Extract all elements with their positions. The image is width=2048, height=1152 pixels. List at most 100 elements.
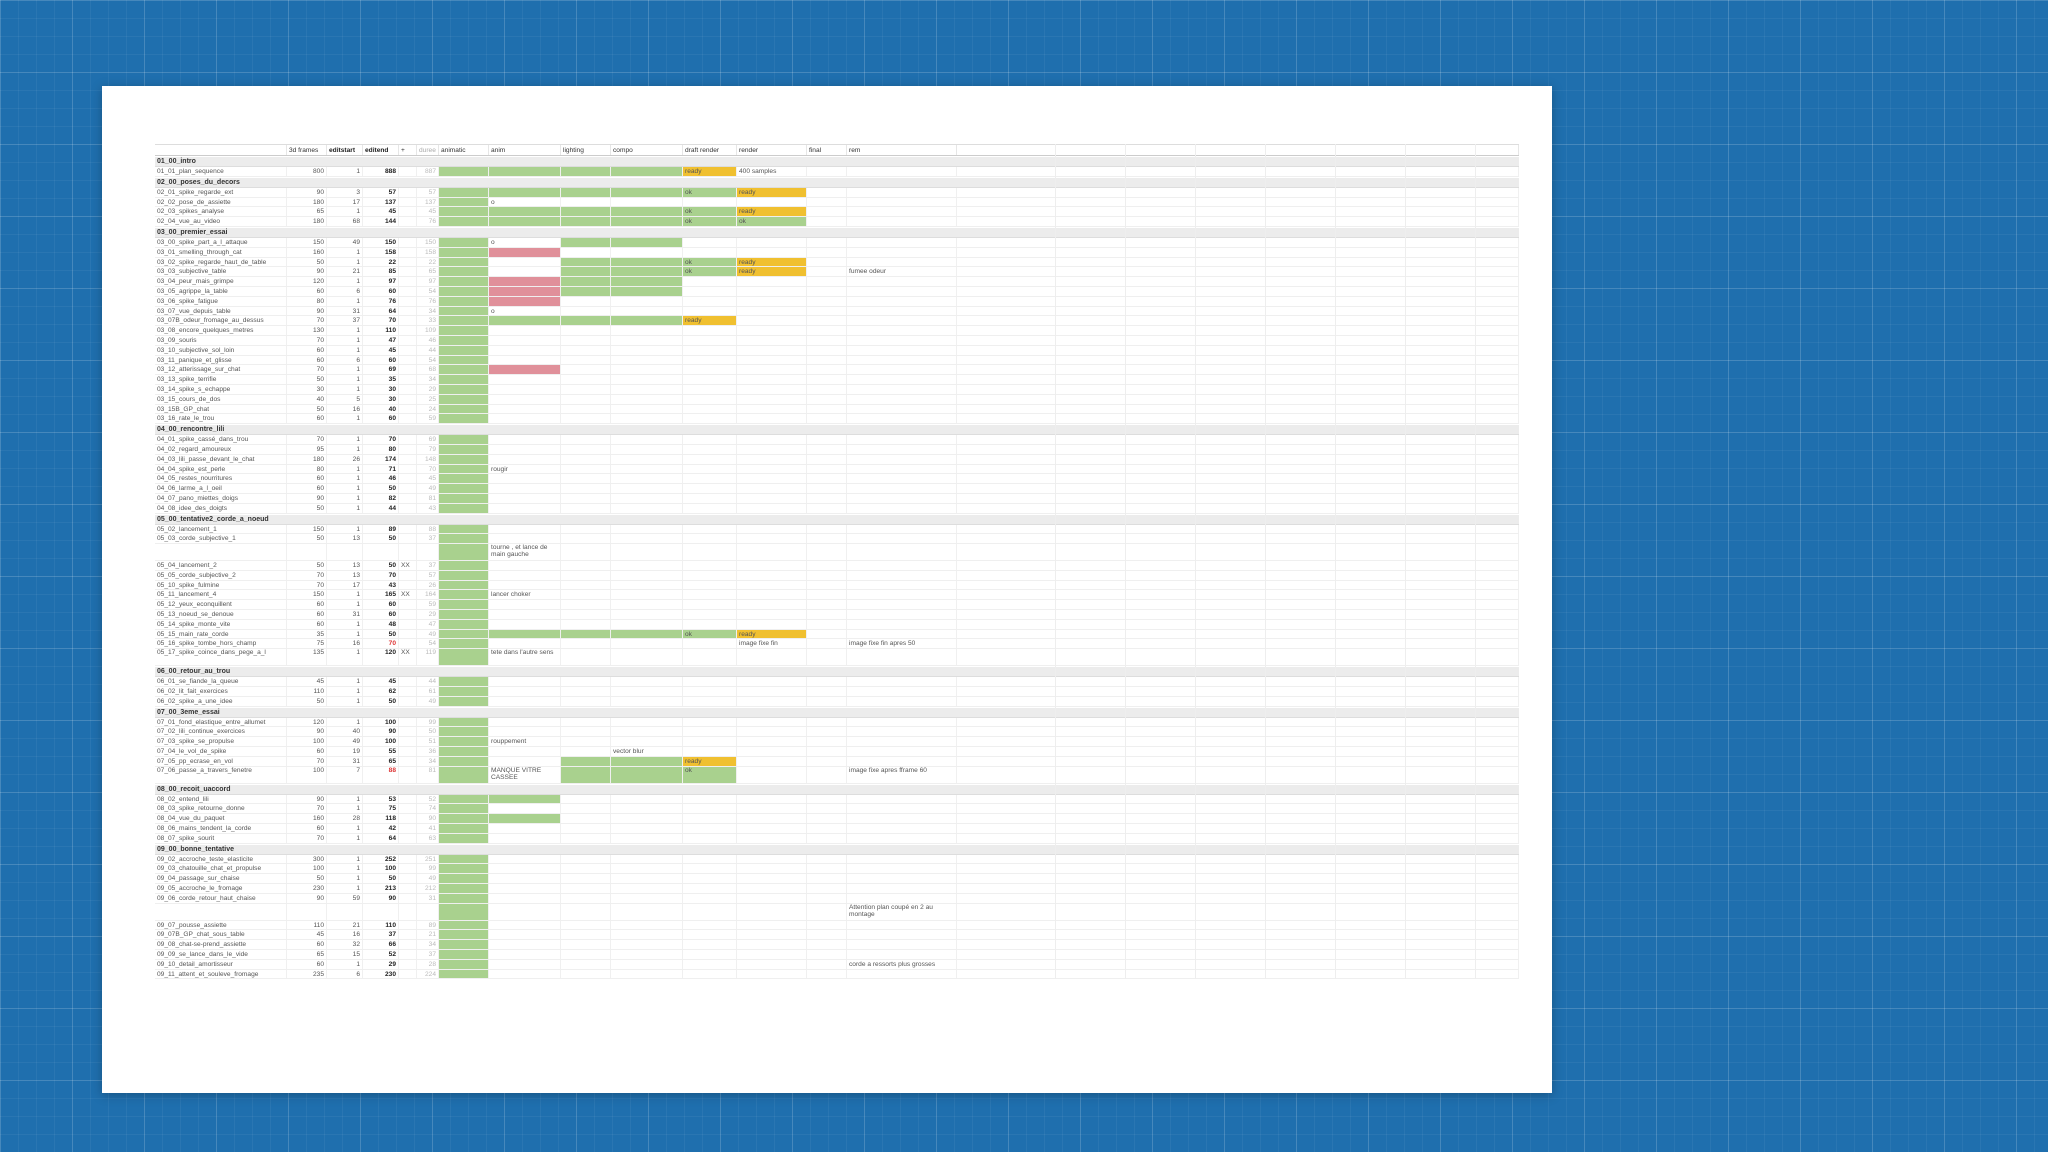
cell-lighting[interactable] bbox=[561, 267, 611, 277]
cell-compo[interactable] bbox=[611, 756, 683, 766]
cell-empty[interactable] bbox=[957, 727, 1519, 737]
cell-draft-render[interactable] bbox=[683, 444, 737, 454]
cell-render[interactable] bbox=[737, 355, 807, 365]
cell-3d-frames[interactable]: 70 bbox=[287, 804, 327, 814]
cell-final[interactable] bbox=[807, 696, 847, 706]
table-row[interactable]: 09_09_se_lance_dans_le_vide 65 15 52 37 bbox=[155, 950, 1519, 960]
cell-rem[interactable] bbox=[847, 561, 957, 570]
cell-3d-frames[interactable]: 50 bbox=[287, 534, 327, 544]
cell-render[interactable] bbox=[737, 804, 807, 814]
cell-editstart[interactable]: 1 bbox=[327, 600, 363, 610]
section-title[interactable]: 06_00_retour_au_trou bbox=[155, 667, 1519, 678]
cell-lighting[interactable] bbox=[561, 197, 611, 207]
cell-editstart[interactable]: 1 bbox=[327, 474, 363, 484]
table-row[interactable]: 05_14_spike_monte_vite 60 1 48 47 bbox=[155, 619, 1519, 630]
cell-shot-name[interactable]: 04_05_restes_nourritures bbox=[155, 474, 287, 484]
cell-render[interactable] bbox=[737, 747, 807, 756]
cell-plus[interactable] bbox=[399, 454, 417, 464]
cell-lighting[interactable] bbox=[561, 940, 611, 949]
cell-draft-render[interactable] bbox=[683, 534, 737, 544]
cell-empty[interactable] bbox=[957, 277, 1519, 286]
cell-anim[interactable] bbox=[489, 930, 561, 940]
cell-editstart[interactable]: 21 bbox=[327, 920, 363, 930]
cell-editstart[interactable]: 1 bbox=[327, 444, 363, 454]
cell-editend[interactable]: 60 bbox=[363, 286, 399, 296]
cell-animatic[interactable] bbox=[439, 687, 489, 696]
cell-editend[interactable]: 158 bbox=[363, 247, 399, 257]
cell-animatic[interactable] bbox=[439, 316, 489, 326]
cell-final[interactable] bbox=[807, 306, 847, 316]
cell-3d-frames[interactable]: 60 bbox=[287, 940, 327, 949]
cell-animatic[interactable] bbox=[439, 237, 489, 247]
cell-final[interactable] bbox=[807, 737, 847, 747]
cell-animatic[interactable] bbox=[439, 727, 489, 737]
cell-shot-name[interactable]: 03_09_souris bbox=[155, 335, 287, 345]
cell-3d-frames[interactable]: 50 bbox=[287, 257, 327, 267]
table-row[interactable]: 09_06_corde_retour_haut_chaise 90 59 90 31 bbox=[155, 893, 1519, 904]
section-title[interactable]: 02_00_poses_du_decors bbox=[155, 177, 1519, 188]
header-anim[interactable]: anim bbox=[489, 145, 561, 155]
cell-anim[interactable] bbox=[489, 375, 561, 384]
cell-final[interactable] bbox=[807, 444, 847, 454]
cell-render[interactable] bbox=[737, 649, 807, 666]
cell-duree[interactable]: 54 bbox=[417, 286, 439, 296]
cell-compo[interactable] bbox=[611, 167, 683, 176]
cell-shot-name[interactable]: 03_10_subjective_sol_loin bbox=[155, 345, 287, 355]
cell-animatic[interactable] bbox=[439, 580, 489, 590]
cell-plus[interactable] bbox=[399, 345, 417, 355]
cell-draft-render[interactable]: ready bbox=[683, 756, 737, 766]
cell-anim[interactable] bbox=[489, 561, 561, 570]
cell-shot-name[interactable]: 09_05_accroche_le_fromage bbox=[155, 884, 287, 893]
cell-editend[interactable]: 22 bbox=[363, 257, 399, 267]
cell-shot-name[interactable]: 05_05_corde_subjective_2 bbox=[155, 570, 287, 580]
table-row[interactable]: 03_03_subjective_table 90 21 85 65 ok ready fum… bbox=[155, 267, 1519, 278]
cell-lighting[interactable] bbox=[561, 524, 611, 534]
cell-editend[interactable]: 230 bbox=[363, 969, 399, 979]
cell-draft-render[interactable] bbox=[683, 384, 737, 394]
table-row[interactable]: 03_14_spike_s_echappe 30 1 30 29 bbox=[155, 384, 1519, 395]
cell-draft-render[interactable] bbox=[683, 717, 737, 727]
cell-plus[interactable] bbox=[399, 306, 417, 316]
cell-editstart[interactable]: 49 bbox=[327, 237, 363, 247]
cell-duree[interactable]: 46 bbox=[417, 335, 439, 345]
table-row[interactable]: 08_02_entend_lili 90 1 53 52 bbox=[155, 794, 1519, 805]
cell-plus[interactable] bbox=[399, 580, 417, 590]
cell-render[interactable] bbox=[737, 854, 807, 864]
cell-render[interactable] bbox=[737, 940, 807, 949]
cell-duree[interactable]: 251 bbox=[417, 854, 439, 864]
cell-compo[interactable] bbox=[611, 570, 683, 580]
cell-rem[interactable] bbox=[847, 484, 957, 493]
cell-editstart[interactable]: 1 bbox=[327, 696, 363, 706]
cell-shot-name[interactable]: 04_07_pano_miettes_doigs bbox=[155, 493, 287, 503]
cell-anim[interactable] bbox=[489, 747, 561, 756]
table-row[interactable]: tourne , et lance de main gauche bbox=[155, 544, 1519, 562]
cell-draft-render[interactable] bbox=[683, 394, 737, 404]
cell-final[interactable] bbox=[807, 247, 847, 257]
cell-rem[interactable] bbox=[847, 493, 957, 503]
cell-shot-name[interactable] bbox=[155, 544, 287, 561]
cell-editend[interactable]: 213 bbox=[363, 884, 399, 893]
cell-shot-name[interactable]: 07_03_spike_se_propulse bbox=[155, 737, 287, 747]
cell-shot-name[interactable]: 03_02_spike_regarde_haut_de_table bbox=[155, 257, 287, 267]
cell-plus[interactable] bbox=[399, 257, 417, 267]
cell-editend[interactable]: 62 bbox=[363, 687, 399, 696]
cell-render[interactable] bbox=[737, 394, 807, 404]
cell-draft-render[interactable] bbox=[683, 404, 737, 414]
cell-draft-render[interactable] bbox=[683, 950, 737, 959]
cell-compo[interactable] bbox=[611, 677, 683, 687]
cell-duree[interactable]: 36 bbox=[417, 747, 439, 756]
cell-duree[interactable]: 43 bbox=[417, 503, 439, 513]
cell-empty[interactable] bbox=[957, 524, 1519, 534]
cell-render[interactable]: ready bbox=[737, 629, 807, 639]
cell-duree[interactable]: 79 bbox=[417, 444, 439, 454]
cell-rem[interactable]: fumee odeur bbox=[847, 267, 957, 277]
cell-final[interactable] bbox=[807, 544, 847, 561]
cell-rem[interactable] bbox=[847, 950, 957, 959]
cell-compo[interactable] bbox=[611, 874, 683, 884]
cell-shot-name[interactable]: 05_17_spike_coince_dans_pege_a_l bbox=[155, 649, 287, 666]
cell-editend[interactable]: 69 bbox=[363, 365, 399, 375]
cell-3d-frames[interactable]: 80 bbox=[287, 464, 327, 474]
cell-anim[interactable] bbox=[489, 794, 561, 804]
cell-anim[interactable] bbox=[489, 570, 561, 580]
table-row[interactable]: 03_06_spike_fatigue 80 1 76 76 bbox=[155, 296, 1519, 307]
